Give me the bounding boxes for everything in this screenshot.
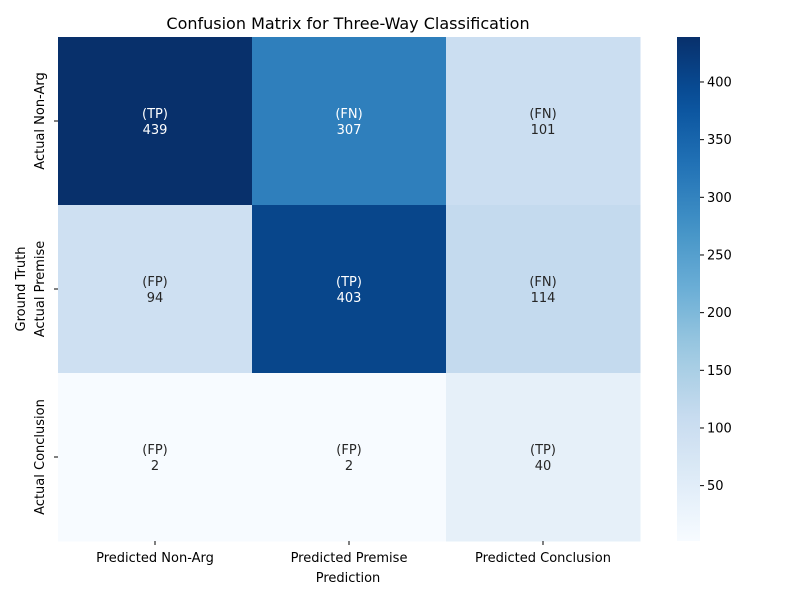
cell-value-label: 94 [147, 291, 164, 306]
colorbar-tick-label: 250 [707, 248, 732, 263]
colorbar: 50 100 150 200 250 300 350 400 [677, 37, 732, 541]
x-tick-label: Predicted Conclusion [475, 551, 611, 566]
colorbar-tick-label: 350 [707, 133, 732, 148]
colorbar-tick-label: 50 [707, 479, 724, 494]
x-axis: Predicted Non-Arg Predicted Premise Predic… [96, 541, 611, 566]
cell-value-label: 101 [531, 123, 556, 138]
colorbar-tick-label: 300 [707, 191, 732, 206]
cell-value-label: 114 [531, 291, 556, 306]
heatmap-cell [446, 37, 641, 206]
cell-tag-label: (FN) [529, 275, 556, 290]
colorbar-gradient [677, 37, 700, 541]
cell-value-label: 2 [345, 459, 353, 474]
colorbar-tick-label: 400 [707, 75, 732, 90]
x-tick-label: Predicted Premise [291, 551, 408, 566]
colorbar-tick-label: 150 [707, 364, 732, 379]
y-tick-label: Actual Non-Arg [33, 72, 48, 169]
heatmap-cell [446, 373, 641, 542]
heatmap-cell [58, 37, 253, 206]
cell-tag-label: (FN) [335, 107, 362, 122]
heatmap-cell [446, 205, 641, 374]
y-axis-label: Ground Truth [14, 247, 29, 332]
y-tick-label: Actual Premise [33, 241, 48, 338]
y-axis: Actual Non-Arg Actual Premise Actual Concl… [33, 72, 58, 515]
y-tick-label: Actual Conclusion [33, 399, 48, 515]
cell-tag-label: (TP) [142, 107, 168, 122]
cell-value-label: 307 [337, 123, 362, 138]
cell-tag-label: (TP) [336, 275, 362, 290]
cell-tag-label: (FP) [142, 443, 167, 458]
chart-title: Confusion Matrix for Three-Way Classific… [166, 14, 529, 33]
heatmap-cells: (TP)439(FN)307(FN)101(FP)94(TP)403(FN)11… [58, 37, 641, 542]
cell-tag-label: (TP) [530, 443, 556, 458]
colorbar-tick-label: 100 [707, 421, 732, 436]
heatmap-cell [252, 373, 447, 542]
cell-value-label: 439 [143, 123, 168, 138]
x-axis-label: Prediction [316, 571, 381, 586]
cell-value-label: 40 [535, 459, 552, 474]
heatmap-cell [58, 373, 253, 542]
colorbar-tick-label: 200 [707, 306, 732, 321]
x-tick-label: Predicted Non-Arg [96, 551, 214, 566]
heatmap-cell [252, 205, 447, 374]
cell-value-label: 2 [151, 459, 159, 474]
heatmap-cell [252, 37, 447, 206]
cell-tag-label: (FN) [529, 107, 556, 122]
cell-tag-label: (FP) [142, 275, 167, 290]
cell-tag-label: (FP) [336, 443, 361, 458]
cell-value-label: 403 [337, 291, 362, 306]
heatmap-cell [58, 205, 253, 374]
